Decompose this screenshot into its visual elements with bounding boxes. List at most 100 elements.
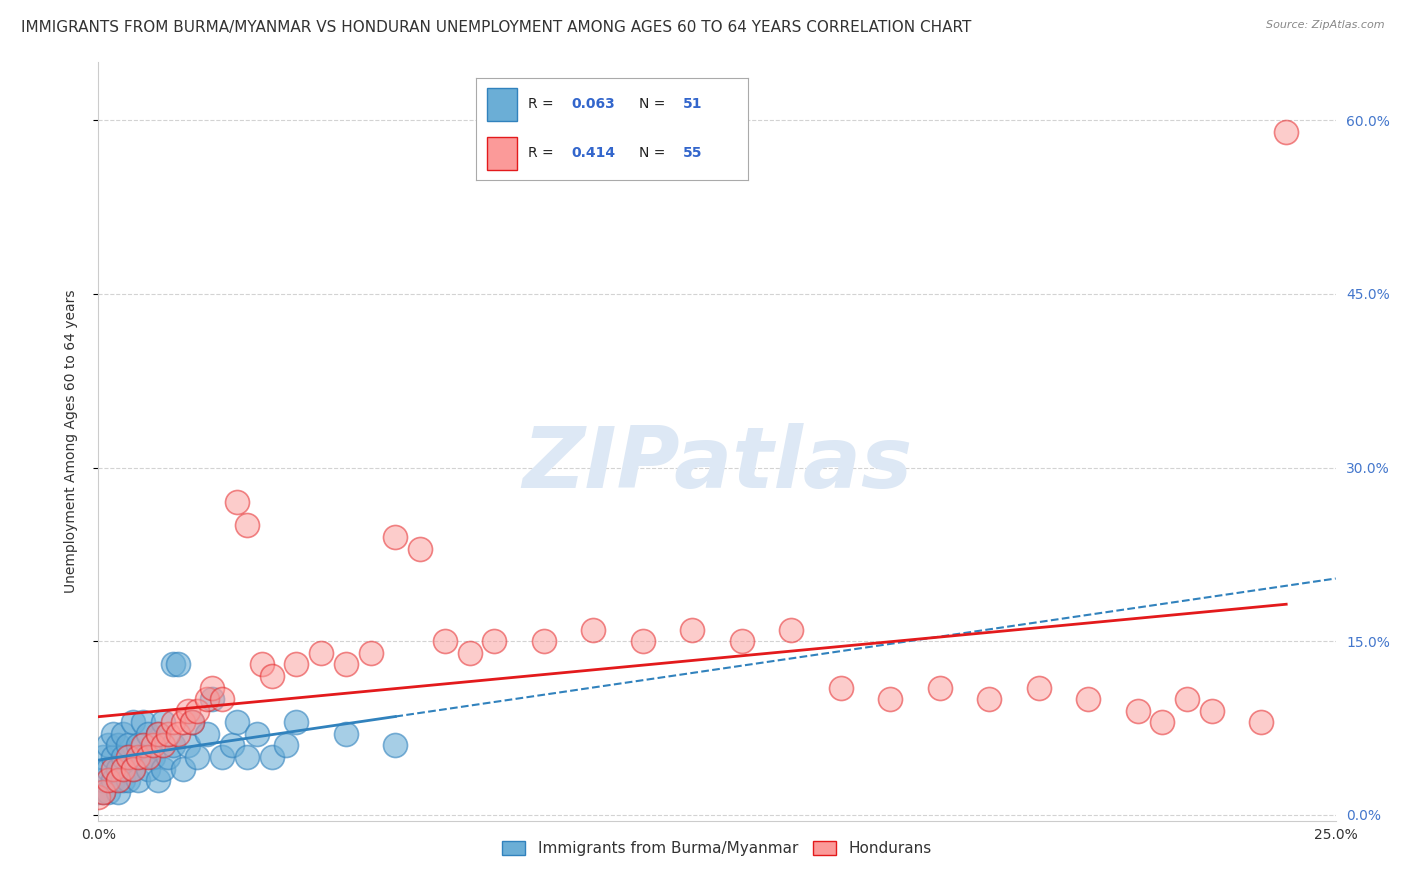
Point <box>142 750 165 764</box>
Point <box>384 739 406 753</box>
Point <box>122 715 145 730</box>
Point <box>172 715 194 730</box>
Point <box>172 762 194 776</box>
Point <box>195 727 218 741</box>
Point <box>979 692 1001 706</box>
Point <box>107 785 129 799</box>
Point <box>1126 704 1149 718</box>
Point <box>117 739 139 753</box>
Point <box>162 739 184 753</box>
Point <box>127 750 149 764</box>
Point <box>1077 692 1099 706</box>
Point <box>260 750 283 764</box>
Point <box>458 646 481 660</box>
Point <box>186 750 208 764</box>
Point <box>830 681 852 695</box>
Point <box>166 657 188 672</box>
Point <box>107 773 129 788</box>
Point <box>132 739 155 753</box>
Point <box>107 739 129 753</box>
Point <box>631 634 654 648</box>
Point <box>146 773 169 788</box>
Point <box>152 739 174 753</box>
Point <box>97 785 120 799</box>
Point <box>201 681 224 695</box>
Point <box>146 727 169 741</box>
Point <box>211 692 233 706</box>
Point <box>162 657 184 672</box>
Point <box>780 623 803 637</box>
Point <box>335 727 357 741</box>
Point <box>309 646 332 660</box>
Point <box>87 790 110 805</box>
Point <box>195 692 218 706</box>
Point <box>1275 125 1298 139</box>
Point <box>122 762 145 776</box>
Point <box>93 773 115 788</box>
Point <box>136 727 159 741</box>
Point <box>127 739 149 753</box>
Point <box>103 762 125 776</box>
Point <box>1028 681 1050 695</box>
Point <box>1250 715 1272 730</box>
Y-axis label: Unemployment Among Ages 60 to 64 years: Unemployment Among Ages 60 to 64 years <box>63 290 77 593</box>
Point <box>250 657 273 672</box>
Point <box>285 715 308 730</box>
Point <box>107 762 129 776</box>
Point <box>97 773 120 788</box>
Point <box>1152 715 1174 730</box>
Point <box>879 692 901 706</box>
Point <box>335 657 357 672</box>
Point <box>181 715 204 730</box>
Point <box>152 762 174 776</box>
Point <box>136 762 159 776</box>
Point <box>226 495 249 509</box>
Point <box>97 762 120 776</box>
Point <box>156 727 179 741</box>
Point <box>221 739 243 753</box>
Point <box>132 715 155 730</box>
Point <box>112 762 135 776</box>
Point <box>103 727 125 741</box>
Point <box>533 634 555 648</box>
Point <box>146 727 169 741</box>
Point <box>226 715 249 730</box>
Point <box>132 750 155 764</box>
Point <box>152 715 174 730</box>
Point <box>236 518 259 533</box>
Point <box>103 750 125 764</box>
Point <box>433 634 456 648</box>
Point <box>93 750 115 764</box>
Point <box>112 727 135 741</box>
Text: IMMIGRANTS FROM BURMA/MYANMAR VS HONDURAN UNEMPLOYMENT AMONG AGES 60 TO 64 YEARS: IMMIGRANTS FROM BURMA/MYANMAR VS HONDURA… <box>21 20 972 35</box>
Point <box>285 657 308 672</box>
Point <box>211 750 233 764</box>
Text: Source: ZipAtlas.com: Source: ZipAtlas.com <box>1267 20 1385 29</box>
Point <box>166 727 188 741</box>
Text: ZIPatlas: ZIPatlas <box>522 423 912 506</box>
Point <box>484 634 506 648</box>
Legend: Immigrants from Burma/Myanmar, Hondurans: Immigrants from Burma/Myanmar, Hondurans <box>496 835 938 863</box>
Point <box>176 704 198 718</box>
Point <box>1201 704 1223 718</box>
Point <box>1175 692 1198 706</box>
Point <box>122 762 145 776</box>
Point <box>93 785 115 799</box>
Point <box>112 750 135 764</box>
Point <box>112 773 135 788</box>
Point <box>93 785 115 799</box>
Point <box>731 634 754 648</box>
Point <box>162 715 184 730</box>
Point <box>236 750 259 764</box>
Point <box>181 715 204 730</box>
Point <box>201 692 224 706</box>
Point <box>87 785 110 799</box>
Point <box>117 750 139 764</box>
Point <box>156 750 179 764</box>
Point <box>97 739 120 753</box>
Point <box>176 739 198 753</box>
Point <box>127 773 149 788</box>
Point <box>186 704 208 718</box>
Point <box>260 669 283 683</box>
Point <box>136 750 159 764</box>
